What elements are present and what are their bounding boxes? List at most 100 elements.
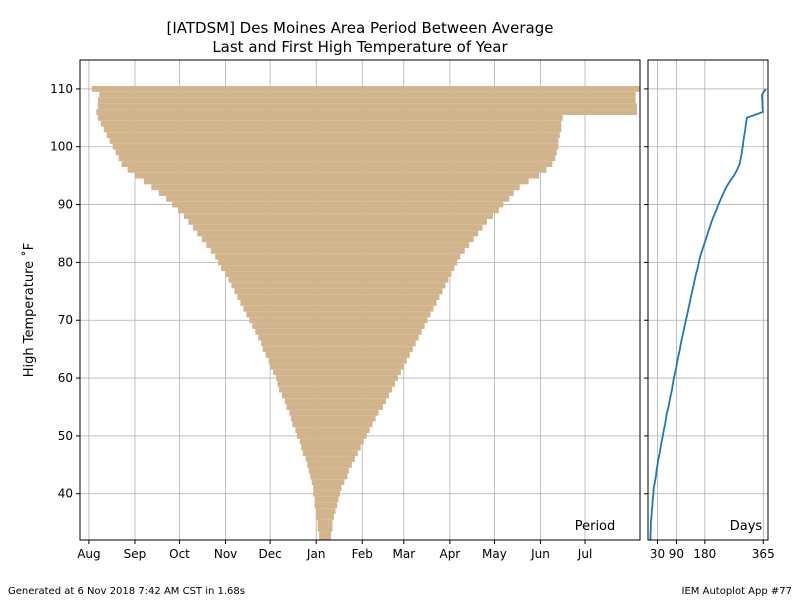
period-bar bbox=[262, 346, 413, 353]
period-bar bbox=[228, 276, 449, 283]
footer-generated: Generated at 6 Nov 2018 7:42 AM CST in 1… bbox=[8, 586, 245, 597]
period-bar bbox=[192, 224, 483, 231]
period-bar bbox=[143, 178, 529, 185]
chart-title-line1: [IATDSM] Des Moines Area Period Between … bbox=[167, 19, 554, 37]
left-y-tick-label: 90 bbox=[58, 198, 73, 212]
period-bar bbox=[279, 386, 392, 393]
left-x-tick-label: Jun bbox=[530, 547, 550, 561]
period-bar bbox=[270, 363, 404, 370]
days-annotation: Days bbox=[730, 519, 763, 534]
period-bar bbox=[96, 109, 638, 115]
period-bar bbox=[103, 126, 562, 133]
period-bar bbox=[97, 103, 638, 110]
period-bar bbox=[234, 288, 443, 295]
period-bar bbox=[109, 138, 559, 144]
period-bar bbox=[311, 479, 345, 486]
period-bar bbox=[151, 184, 520, 191]
period-bar bbox=[210, 247, 465, 254]
left-ticks: Aug Sep Oct Nov Dec Jan Feb Mar Apr May Jun Jul 40 50… bbox=[50, 82, 592, 561]
period-bar bbox=[201, 236, 474, 243]
period-bar bbox=[286, 404, 384, 410]
period-bar bbox=[221, 265, 455, 272]
period-bar bbox=[317, 519, 333, 526]
period-bar bbox=[97, 97, 636, 104]
left-x-tick-label: Feb bbox=[352, 547, 373, 561]
period-bar bbox=[215, 253, 461, 260]
period-bar bbox=[237, 294, 440, 300]
period-bar bbox=[240, 300, 437, 306]
period-bar bbox=[276, 375, 398, 381]
period-bar bbox=[284, 398, 386, 405]
period-bar bbox=[282, 392, 389, 399]
period-bar bbox=[316, 513, 335, 520]
left-x-tick-label: Dec bbox=[259, 547, 282, 561]
period-bar bbox=[99, 91, 636, 98]
period-bar bbox=[158, 190, 514, 196]
period-bar bbox=[246, 311, 431, 318]
period-bar bbox=[308, 467, 349, 474]
left-y-tick-label: 80 bbox=[58, 255, 73, 269]
left-x-tick-label: May bbox=[482, 547, 507, 561]
period-bar bbox=[166, 195, 510, 202]
y-axis-label: High Temperature ˚F bbox=[21, 243, 37, 377]
right-x-tick-label: 30 bbox=[650, 547, 665, 561]
period-bar bbox=[314, 502, 337, 509]
right-ticks: 30 90 180 365 bbox=[644, 88, 775, 561]
left-axes-frame bbox=[79, 59, 641, 541]
left-x-tick-label: Nov bbox=[214, 547, 237, 561]
period-bar bbox=[249, 317, 428, 324]
left-x-tick-label: Jan bbox=[306, 547, 326, 561]
period-bar bbox=[258, 334, 419, 341]
right-x-tick-label: 365 bbox=[752, 547, 775, 561]
period-bar bbox=[100, 120, 562, 127]
left-x-tick-label: Aug bbox=[77, 547, 100, 561]
period-bar bbox=[127, 166, 547, 173]
period-bar bbox=[273, 369, 401, 376]
period-bar bbox=[243, 305, 434, 312]
period-bar bbox=[134, 172, 539, 179]
left-y-tick-label: 40 bbox=[58, 487, 73, 501]
period-bar bbox=[172, 201, 504, 208]
period-bar bbox=[97, 114, 563, 121]
period-bar bbox=[115, 149, 557, 156]
period-bar bbox=[299, 438, 364, 445]
period-bar bbox=[319, 537, 332, 540]
period-bar bbox=[188, 219, 488, 225]
period-bar bbox=[121, 161, 553, 167]
period-bar bbox=[268, 357, 407, 364]
period-bar bbox=[310, 473, 348, 480]
period-bar bbox=[302, 450, 358, 457]
left-y-tick-label: 100 bbox=[50, 140, 73, 154]
period-bar bbox=[225, 271, 452, 277]
left-x-tick-label: Jul bbox=[577, 547, 592, 561]
period-bar bbox=[118, 155, 556, 162]
period-bars bbox=[91, 86, 640, 540]
days-line bbox=[649, 88, 767, 540]
period-bar-panel: Aug Sep Oct Nov Dec Jan Feb Mar Apr May Jun Jul 40 50… bbox=[50, 59, 641, 561]
period-bar bbox=[265, 352, 410, 358]
right-grid bbox=[648, 60, 768, 540]
period-bar bbox=[316, 508, 336, 514]
left-x-tick-label: Oct bbox=[169, 547, 190, 561]
period-bar bbox=[295, 427, 370, 434]
period-bar bbox=[319, 531, 332, 538]
period-bar bbox=[307, 461, 352, 468]
period-bar bbox=[206, 242, 470, 248]
right-x-tick-label: 90 bbox=[669, 547, 684, 561]
period-bar bbox=[313, 485, 342, 491]
period-annotation: Period bbox=[575, 519, 616, 534]
period-bar bbox=[301, 444, 361, 451]
period-bar bbox=[178, 207, 499, 214]
period-bar bbox=[91, 86, 640, 92]
period-bar bbox=[317, 525, 333, 532]
period-bar bbox=[106, 132, 560, 139]
right-axes-frame bbox=[647, 59, 769, 541]
left-x-tick-label: Apr bbox=[439, 547, 460, 561]
period-bar bbox=[218, 259, 458, 266]
period-bar bbox=[292, 421, 373, 428]
period-bar bbox=[231, 282, 446, 289]
period-bar bbox=[314, 496, 339, 503]
period-bar bbox=[252, 323, 425, 329]
period-bar bbox=[197, 230, 479, 237]
